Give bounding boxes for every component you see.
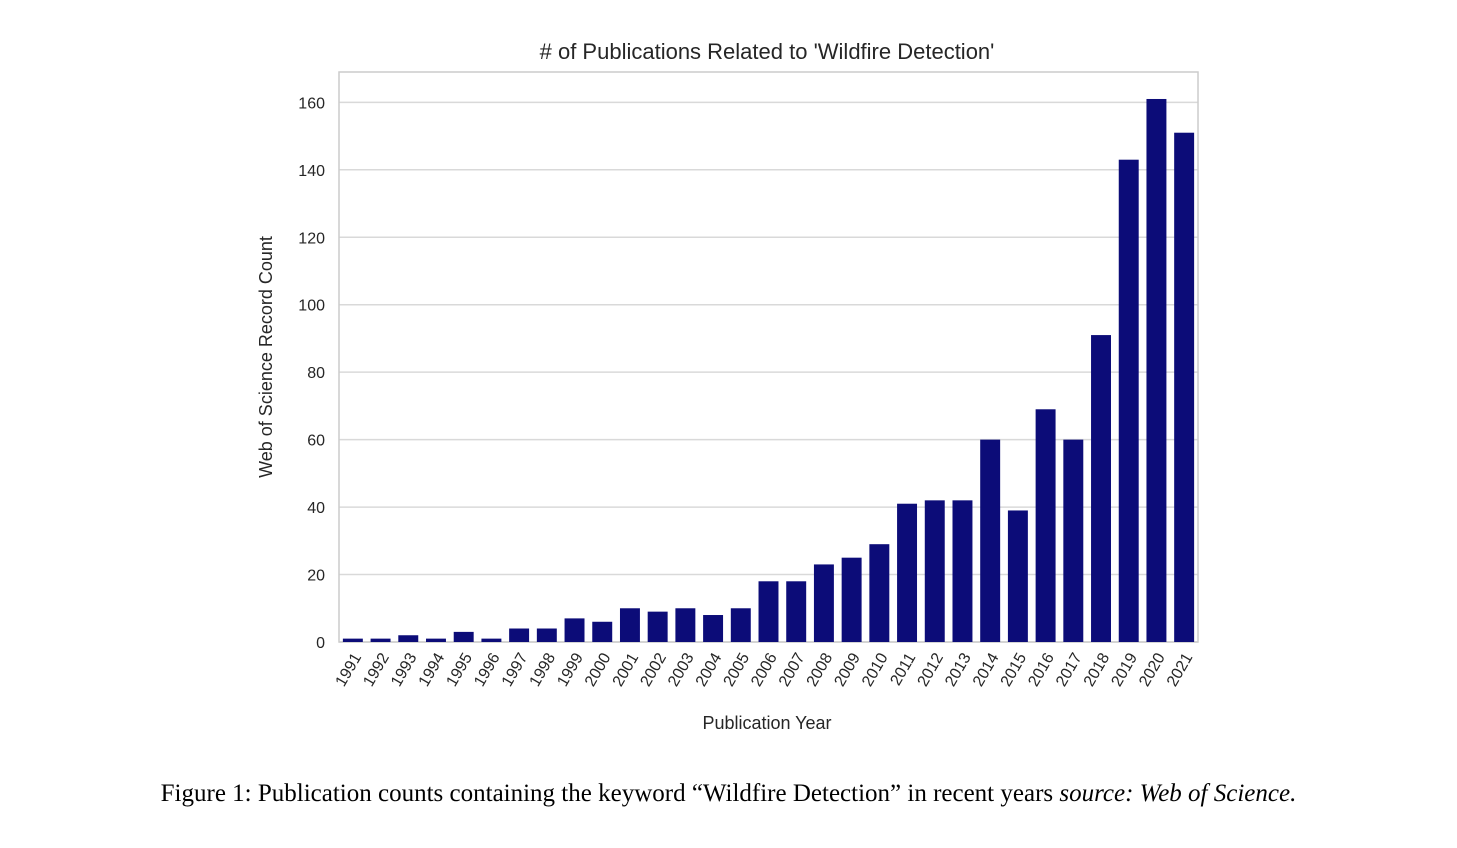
x-tick-label: 2014 (970, 650, 1003, 689)
bar-2011 (897, 503, 918, 642)
bar-2013 (952, 500, 973, 642)
x-tick-label: 2013 (942, 650, 975, 689)
bar-2018 (1091, 335, 1111, 642)
y-tick-label: 120 (298, 230, 325, 247)
x-tick-label: 2004 (693, 650, 726, 689)
bar-1994 (426, 638, 446, 642)
x-tick-label: 2012 (915, 650, 948, 689)
x-tick-label: 2011 (887, 650, 919, 688)
x-tick-label: 2021 (1164, 650, 1197, 689)
x-tick-label: 1992 (360, 650, 393, 689)
x-tick-label: 2008 (804, 650, 837, 689)
bar-1996 (481, 638, 502, 642)
x-tick-label: 2002 (637, 650, 670, 689)
x-tick-label: 2007 (776, 650, 809, 689)
y-axis-label: Web of Science Record Count (256, 236, 276, 478)
bar-1991 (342, 638, 363, 642)
y-tick-label: 60 (307, 433, 325, 450)
x-tick-label: 2000 (582, 650, 615, 689)
y-tick-label: 160 (298, 95, 325, 112)
bar-1998 (536, 628, 557, 642)
x-tick-label: 2015 (998, 650, 1031, 689)
bar-2001 (619, 608, 640, 642)
bar-2014 (980, 439, 1001, 642)
x-tick-label: 1991 (333, 650, 366, 689)
x-tick-label: 1993 (388, 650, 421, 689)
bar-2021 (1174, 132, 1195, 642)
x-tick-label: 2017 (1053, 650, 1086, 689)
y-tick-label: 40 (307, 500, 325, 517)
bar-2004 (703, 615, 724, 642)
bar-2003 (675, 608, 696, 642)
x-tick-label: 1999 (554, 650, 587, 689)
x-tick-label: 2003 (665, 650, 698, 689)
bar-2016 (1035, 409, 1056, 642)
y-tick-label: 0 (316, 635, 325, 652)
bar-2002 (647, 611, 668, 642)
bar-2019 (1118, 159, 1139, 642)
bar-2010 (869, 544, 890, 642)
x-tick-label: 1998 (527, 650, 560, 689)
x-tick-label: 1996 (471, 650, 504, 689)
x-tick-label: 2020 (1136, 650, 1169, 689)
bar-2009 (841, 557, 862, 642)
bar-2006 (758, 581, 779, 642)
x-tick-label: 2010 (859, 650, 892, 689)
bar-1992 (370, 638, 391, 642)
y-tick-label: 80 (307, 365, 325, 382)
bar-2020 (1146, 98, 1167, 643)
y-tick-label: 140 (298, 163, 325, 180)
x-tick-label: 2006 (748, 650, 781, 689)
bar-chart: # of Publications Related to 'Wildfire D… (256, 39, 1199, 733)
y-tick-labels: 0 20 40 60 80 100 120 140 160 (298, 95, 325, 652)
bar-2015 (1007, 510, 1028, 642)
x-axis-label: Publication Year (702, 713, 831, 733)
x-tick-label: 1994 (416, 650, 449, 689)
bar-1997 (509, 628, 530, 642)
x-tick-label: 2009 (831, 650, 864, 689)
bar-2007 (786, 581, 807, 642)
x-tick-label: 1995 (443, 650, 476, 689)
bar-1999 (564, 618, 585, 642)
bar-2017 (1063, 439, 1084, 642)
bar-2008 (813, 564, 834, 642)
x-tick-label: 2016 (1025, 650, 1058, 689)
caption-source: source: Web of Science. (1059, 780, 1297, 807)
bar-1993 (398, 635, 419, 642)
x-tick-label: 1997 (499, 650, 532, 689)
x-tick-label: 2001 (610, 650, 643, 689)
x-tick-label: 2005 (721, 650, 754, 689)
chart-title: # of Publications Related to 'Wildfire D… (540, 39, 995, 64)
bar-2000 (592, 621, 613, 642)
y-tick-label: 100 (298, 298, 325, 315)
x-tick-label: 2019 (1109, 650, 1142, 689)
bar-2012 (924, 500, 945, 642)
bar-2005 (730, 608, 751, 642)
y-tick-label: 20 (307, 568, 325, 585)
figure-caption: Figure 1: Publication counts containing … (0, 780, 1457, 808)
bar-1995 (453, 631, 474, 642)
bars (342, 98, 1195, 643)
caption-text: Figure 1: Publication counts containing … (160, 780, 1060, 807)
x-tick-label: 2018 (1081, 650, 1114, 689)
gridlines (339, 101, 1198, 643)
x-tick-labels: 1991199219931994199519961997199819992000… (333, 650, 1197, 689)
